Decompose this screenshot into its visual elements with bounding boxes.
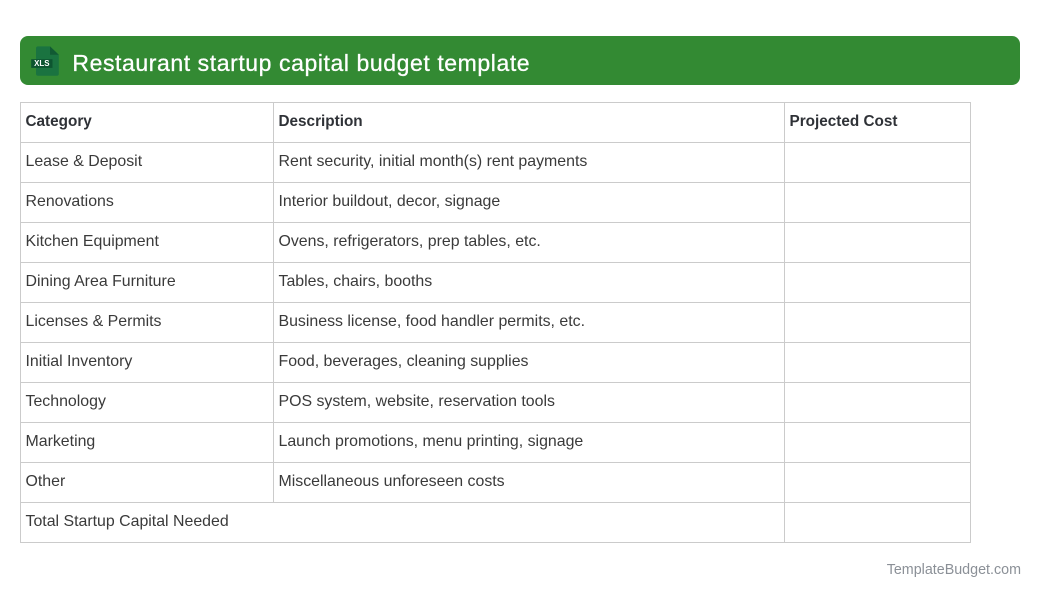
svg-text:XLS: XLS bbox=[34, 59, 49, 68]
